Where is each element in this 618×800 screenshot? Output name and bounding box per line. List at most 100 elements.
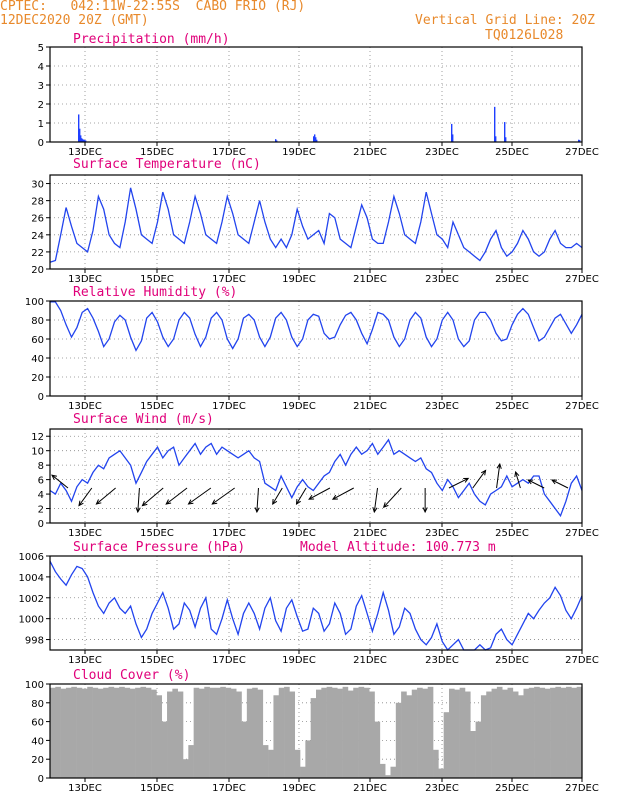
cloud-bar	[385, 775, 391, 778]
wind-arrowhead	[187, 499, 194, 505]
cloud-bar	[209, 687, 216, 778]
x-tick-label: 15DEC	[140, 528, 174, 539]
x-tick-label: 19DEC	[282, 401, 316, 412]
x-tick-label: 15DEC	[140, 147, 174, 158]
cloud-bar	[204, 686, 210, 778]
cloud-bar	[470, 731, 476, 778]
wind-arrow	[515, 471, 521, 489]
cloud-bar	[321, 687, 327, 778]
wind-arrowhead	[78, 500, 84, 507]
x-tick-label: 21DEC	[353, 147, 387, 158]
y-tick-label: 8	[38, 461, 44, 472]
wind-arrowhead	[165, 499, 172, 505]
cloud-bar	[220, 686, 226, 778]
y-tick-label: 0	[38, 138, 44, 149]
x-tick-label: 19DEC	[282, 274, 316, 285]
y-tick-label: 26	[31, 214, 44, 225]
cloud-bar	[363, 687, 370, 778]
cloud-bar	[145, 687, 152, 778]
y-tick-label: 5	[38, 43, 44, 54]
precip-bar	[505, 137, 507, 142]
cloud-bar	[97, 688, 104, 778]
wind-arrowhead	[514, 470, 520, 477]
cloud-bar	[300, 766, 306, 778]
precip-bar	[83, 139, 85, 142]
precip-bar	[579, 140, 581, 142]
cloud-bar	[76, 687, 83, 778]
wind-arrowhead	[295, 498, 301, 505]
wind-arrowhead	[496, 462, 502, 469]
cloud-bar	[87, 686, 93, 778]
wind-arrow	[527, 479, 545, 489]
cloud-bar	[225, 687, 232, 778]
wind-arrow	[137, 487, 140, 513]
series-line	[49, 187, 583, 263]
y-tick-label: 12	[31, 432, 44, 443]
cloud-bar	[252, 687, 258, 778]
precip-bar	[276, 140, 278, 142]
cloud-bar	[507, 687, 514, 778]
wind-arrow	[332, 487, 354, 500]
y-tick-label: 1004	[19, 573, 44, 584]
x-tick-label: 17DEC	[212, 147, 246, 158]
cloud-bar	[183, 759, 189, 778]
cloud-bar	[395, 702, 402, 778]
precip-bar	[494, 106, 496, 142]
cloud-bar	[454, 689, 460, 778]
y-tick-label: 0	[38, 774, 44, 785]
y-tick-label: 10	[31, 447, 44, 458]
cloud-bar	[491, 688, 498, 778]
cloud-bar	[502, 689, 508, 778]
y-tick-label: 4	[38, 490, 44, 501]
panel-title-4: Surface Wind (m/s)	[73, 412, 214, 427]
wind-arrow	[96, 487, 116, 505]
x-tick-label: 27DEC	[565, 147, 599, 158]
cloud-bar	[342, 686, 349, 778]
cloud-bar	[316, 689, 322, 778]
y-tick-label: 1	[38, 119, 44, 130]
x-tick-label: 19DEC	[282, 147, 316, 158]
cloud-bar	[151, 689, 157, 778]
x-tick-label: 27DEC	[565, 783, 599, 794]
x-tick-label: 21DEC	[353, 783, 387, 794]
cloud-bar	[278, 687, 285, 778]
x-tick-label: 23DEC	[425, 528, 459, 539]
y-tick-label: 3	[38, 81, 44, 92]
wind-arrow	[188, 487, 212, 505]
cloud-bar	[347, 690, 354, 778]
header-grid-note: Vertical Grid Line: 20Z	[415, 13, 596, 28]
panel-frame-1	[49, 46, 583, 143]
wind-arrowhead	[141, 500, 148, 507]
cloud-bar	[523, 688, 530, 778]
cloud-bar	[337, 688, 343, 778]
header-code: TQ0126L028	[485, 28, 564, 43]
precip-bar	[79, 128, 81, 142]
cloud-bar	[55, 686, 61, 778]
cloud-bar	[71, 686, 77, 778]
y-tick-label: 28	[31, 197, 44, 208]
precip-bar	[80, 135, 82, 142]
cloud-bar	[124, 687, 131, 778]
x-tick-label: 13DEC	[68, 401, 102, 412]
panel-frame-6	[49, 683, 583, 779]
y-tick-label: 100	[25, 680, 44, 691]
cloud-bar	[60, 688, 67, 778]
precip-bar	[84, 140, 86, 142]
wind-arrow	[496, 463, 501, 489]
wind-arrow	[383, 487, 402, 508]
x-tick-label: 25DEC	[495, 274, 529, 285]
cloud-bar	[172, 688, 178, 778]
x-tick-label: 19DEC	[282, 783, 316, 794]
cloud-bar	[358, 686, 365, 778]
wind-arrowhead	[422, 507, 428, 514]
y-tick-label: 0	[38, 392, 44, 403]
x-tick-label: 17DEC	[212, 401, 246, 412]
y-tick-label: 1006	[19, 552, 44, 563]
precip-bar	[316, 139, 318, 142]
x-tick-label: 17DEC	[212, 528, 246, 539]
x-tick-label: 17DEC	[212, 274, 246, 285]
cloud-bar	[103, 687, 109, 778]
cloud-bar	[433, 749, 439, 778]
precip-bar	[315, 137, 317, 142]
